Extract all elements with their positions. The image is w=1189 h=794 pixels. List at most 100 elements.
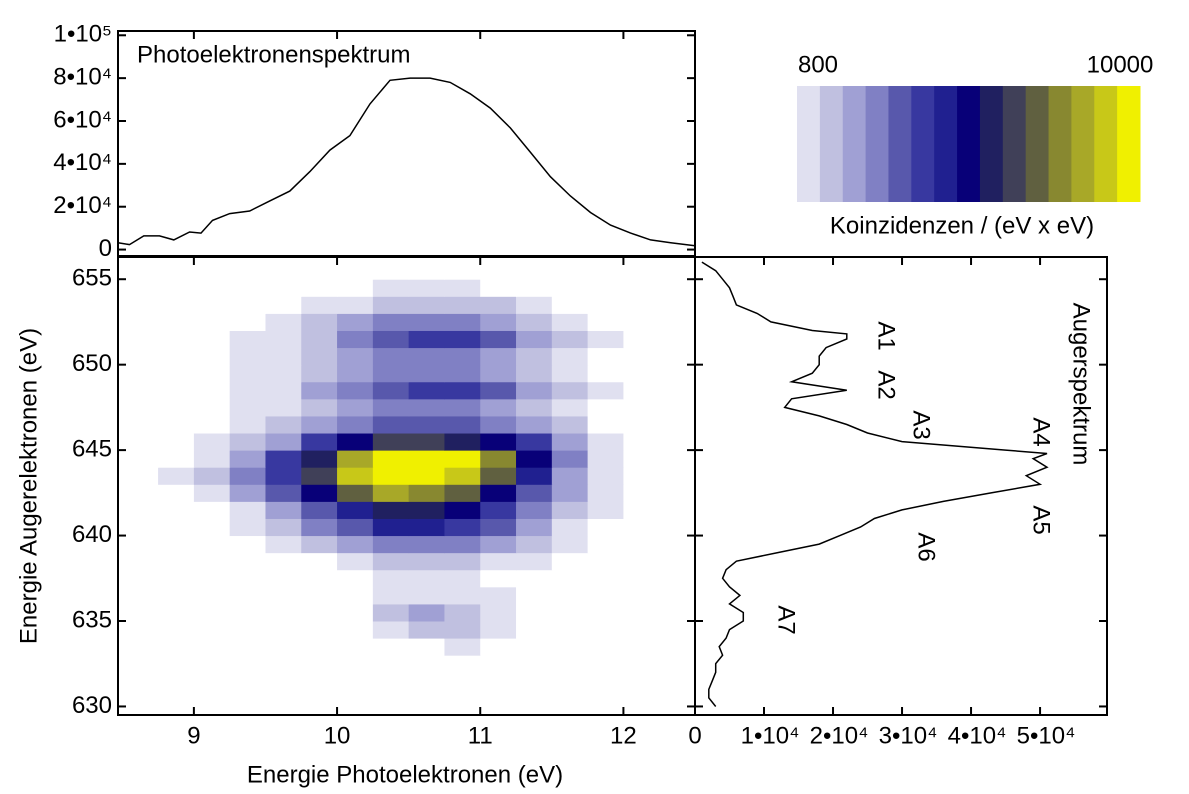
colorbar-swatch [1094, 86, 1118, 202]
heatmap-cell [229, 467, 266, 485]
heatmap-cell [480, 347, 517, 366]
heatmap-cell [193, 364, 231, 383]
heatmap-cell [516, 603, 553, 622]
heatmap-cell [444, 518, 481, 537]
heatmap-cell [623, 552, 660, 571]
heatmap-cell [587, 484, 624, 502]
heatmap-cell [551, 638, 589, 656]
heatmap-cell [337, 467, 374, 485]
colorbar-swatch [1002, 86, 1027, 202]
x-tick-label: 10 [324, 722, 351, 749]
heatmap-cell [444, 262, 481, 280]
heatmap-cell [659, 621, 696, 639]
heatmap-cell [122, 279, 159, 297]
heatmap-cell [122, 330, 159, 349]
heatmap-cell [480, 586, 517, 605]
heatmap-cell [158, 467, 195, 485]
heatmap-cell [122, 296, 159, 314]
heatmap-cell [587, 313, 624, 331]
heatmap-cell [229, 672, 266, 690]
heatmap-cell [516, 535, 553, 554]
heatmap-cell [372, 621, 410, 639]
heatmap-cell [551, 655, 589, 673]
heatmap-cell [516, 484, 553, 502]
heatmap-cell [587, 535, 624, 554]
heatmap-cell [193, 313, 231, 331]
heatmap-cell [193, 501, 231, 519]
heatmap-cell [372, 262, 410, 280]
heatmap-cell [408, 501, 445, 519]
heatmap-cell [158, 501, 195, 519]
heatmap-cell [193, 484, 231, 502]
colorbar-swatch [911, 86, 935, 202]
heatmap-cell [551, 586, 589, 605]
heatmap-cell [301, 415, 338, 434]
heatmap-cell [337, 398, 374, 417]
heatmap-cell [229, 518, 266, 537]
heatmap-cell [659, 535, 696, 554]
y-tick-label: 8•10⁴ [53, 63, 112, 90]
heatmap-cell [444, 450, 481, 468]
heatmap-cell [122, 450, 159, 468]
colorbar-swatch [819, 86, 844, 202]
y-tick-label: 655 [72, 265, 112, 292]
heatmap-cell [301, 398, 338, 417]
colorbar-swatch [1048, 86, 1072, 202]
heatmap-cell [372, 501, 410, 519]
heatmap-cell [587, 415, 624, 434]
heatmap-cell [659, 467, 696, 485]
spectrum-line [117, 77, 696, 247]
heatmap-cell [623, 484, 660, 502]
heatmap-cell [301, 672, 338, 690]
heatmap-cell [408, 655, 445, 673]
heatmap-cell [444, 621, 481, 639]
heatmap-cell [265, 552, 302, 571]
heatmap-cell [337, 347, 374, 366]
heatmap-cell [301, 586, 338, 605]
heatmap-cell [408, 535, 445, 554]
heatmap-cell [551, 364, 589, 383]
peak-annotation: A1 [873, 321, 900, 350]
heatmap-cell [372, 313, 410, 331]
heatmap-cell [623, 467, 660, 485]
heatmap-cell [337, 672, 374, 690]
heatmap-cell [193, 586, 231, 605]
heatmap-cell [587, 689, 624, 707]
heatmap-cell [587, 364, 624, 383]
heatmap-cell [659, 347, 696, 366]
heatmap-cell [265, 586, 302, 605]
heatmap-cell [158, 433, 195, 451]
heatmap-cell [301, 655, 338, 673]
y-tick-label: 1•10⁵ [54, 21, 112, 48]
heatmap-cell [408, 262, 445, 280]
heatmap-cell [301, 603, 338, 622]
heatmap-cell [659, 672, 696, 690]
heatmap-cell [623, 603, 660, 622]
heatmap-cell [372, 364, 410, 383]
heatmap-cell [587, 672, 624, 690]
heatmap-cell [337, 689, 374, 707]
heatmap-cell [551, 552, 589, 571]
heatmap-cell [337, 262, 374, 280]
heatmap-cell [516, 689, 553, 707]
heatmap-cell [623, 655, 660, 673]
heatmap-cell [158, 279, 195, 297]
heatmap-cell [516, 569, 553, 588]
heatmap-cell [551, 535, 589, 554]
heatmap-cell [301, 518, 338, 537]
heatmap-cell [408, 433, 445, 451]
heatmap-cell [122, 518, 159, 537]
heatmap-cell [229, 569, 266, 588]
heatmap-cell [444, 313, 481, 331]
heatmap-cell [229, 603, 266, 622]
heatmap-cell [408, 364, 445, 383]
heatmap-cell [229, 313, 266, 331]
heatmap-cell [229, 279, 266, 297]
heatmap-cell [587, 518, 624, 537]
heatmap-cell [587, 262, 624, 280]
heatmap-cell [301, 433, 338, 451]
colorbar-swatch [1117, 86, 1141, 202]
heatmap-cell [265, 672, 302, 690]
heatmap-cell [301, 552, 338, 571]
